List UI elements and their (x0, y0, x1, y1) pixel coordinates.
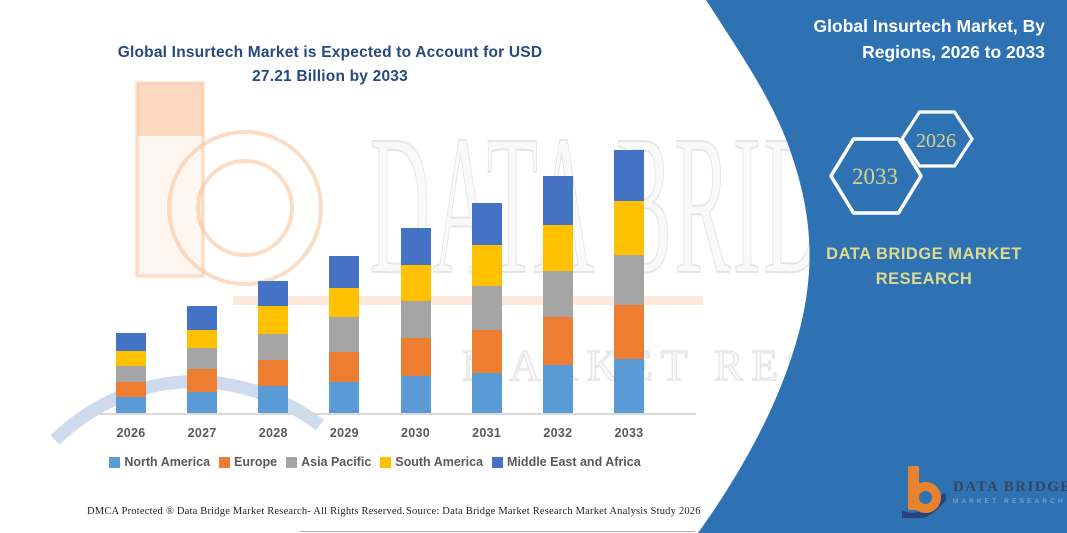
watermark-b-stem-top (137, 83, 203, 136)
bar-segment-2033-south-america (613, 201, 644, 255)
bar-segment-2033-europe (613, 305, 644, 359)
watermark-b-stem (135, 81, 205, 278)
logo-b-icon (902, 466, 946, 518)
bar-segment-2031-asia-pacific (471, 286, 502, 331)
brand-text: DATA BRIDGE MARKET RESEARCH (826, 245, 1022, 288)
legend-item-north-america: North America (109, 455, 210, 469)
bar-2028 (258, 280, 289, 413)
watermark-b-bowl-inner (196, 159, 294, 257)
bar-segment-2029-asia-pacific (329, 317, 360, 352)
legend-label: Asia Pacific (301, 455, 372, 469)
x-axis-line (86, 413, 696, 415)
hexagon-2026-label: 2026 (916, 130, 956, 152)
legend-item-south-america: South America (380, 455, 483, 469)
bar-segment-2029-middle-east-and-africa (329, 255, 360, 289)
bar-segment-2033-north-america (613, 358, 644, 413)
bar-2031 (471, 202, 502, 413)
bar-2033 (613, 149, 644, 413)
x-axis-label-2030: 2030 (401, 426, 431, 440)
bar-segment-2031-north-america (471, 373, 502, 413)
bar-segment-2032-asia-pacific (542, 270, 573, 318)
bar-segment-2030-europe (400, 338, 431, 376)
bar-segment-2028-north-america (258, 386, 289, 413)
bar-segment-2026-middle-east-and-africa (116, 333, 146, 351)
x-axis-label-2033: 2033 (614, 426, 644, 440)
legend-swatch (109, 456, 121, 468)
bar-2032 (542, 175, 573, 413)
bar-segment-2027-north-america (187, 392, 218, 413)
legend-label: North America (124, 455, 211, 469)
watermark-b-bowl-outer (167, 130, 323, 286)
legend-swatch (492, 456, 504, 468)
bar-segment-2029-south-america (329, 288, 360, 318)
bottom-border-line (300, 531, 695, 532)
legend-item-europe: Europe (219, 455, 277, 469)
legend-label: Middle East and Africa (507, 455, 641, 469)
bar-segment-2031-south-america (471, 244, 502, 287)
bar-segment-2029-europe (329, 352, 360, 382)
x-axis-label-2032: 2032 (543, 426, 573, 440)
chart-title: Global Insurtech Market is Expected to A… (117, 44, 543, 85)
bar-segment-2028-europe (258, 359, 289, 387)
bar-segment-2032-middle-east-and-africa (542, 175, 573, 225)
bar-segment-2031-middle-east-and-africa (471, 202, 502, 245)
bar-segment-2028-middle-east-and-africa (258, 280, 289, 307)
bar-segment-2026-south-america (116, 350, 146, 366)
x-axis-label-2028: 2028 (258, 426, 288, 440)
bar-2026 (116, 333, 146, 413)
logo-wordmark: DATA BRIDGE MARKET RESEARCH (953, 479, 1067, 505)
bar-segment-2031-europe (471, 330, 502, 373)
logo-subtitle: MARKET RESEARCH (953, 498, 1066, 505)
bar-segment-2027-asia-pacific (187, 348, 218, 369)
legend-swatch (286, 456, 298, 468)
bar-segment-2027-middle-east-and-africa (187, 305, 218, 330)
bar-segment-2028-asia-pacific (258, 333, 289, 360)
bar-segment-2030-middle-east-and-africa (400, 228, 431, 266)
bar-segment-2030-north-america (400, 375, 431, 413)
bar-2027 (187, 305, 218, 413)
legend-item-middle-east-and-africa: Middle East and Africa (492, 455, 641, 469)
bar-segment-2033-asia-pacific (613, 254, 644, 306)
x-axis-label-2026: 2026 (116, 426, 146, 440)
bar-2029 (329, 255, 360, 413)
bar-segment-2026-asia-pacific (116, 365, 146, 382)
bar-segment-2033-middle-east-and-africa (613, 149, 644, 202)
bar-segment-2032-europe (542, 317, 573, 365)
bar-segment-2027-south-america (187, 329, 218, 349)
legend-item-asia-pacific: Asia Pacific (286, 455, 371, 469)
logo-name: DATA BRIDGE (953, 479, 1067, 495)
bar-segment-2028-south-america (258, 306, 289, 334)
legend-label: South America (395, 455, 484, 469)
hexagon-badges: 2033 2026 (829, 110, 974, 215)
footer-source: Source: Data Bridge Market Research Mark… (406, 506, 701, 517)
legend-label: Europe (234, 455, 278, 469)
hexagon-2033-label: 2033 (852, 164, 898, 189)
bar-segment-2026-europe (116, 381, 146, 398)
bar-segment-2032-north-america (542, 364, 573, 413)
bar-segment-2030-south-america (400, 265, 431, 301)
bar-segment-2026-north-america (116, 397, 146, 413)
x-axis-label-2027: 2027 (187, 426, 217, 440)
bar-segment-2029-north-america (329, 382, 360, 413)
footer-copyright: DMCA Protected ® Data Bridge Market Rese… (87, 506, 406, 517)
bar-segment-2027-europe (187, 368, 218, 392)
chart-legend: North America Europe Asia Pacific South Ame… (55, 455, 695, 469)
panel-heading: Global Insurtech Market, By Regions, 202… (813, 16, 1045, 62)
legend-swatch (380, 456, 392, 468)
bar-segment-2032-south-america (542, 224, 573, 271)
legend-swatch (219, 456, 231, 468)
data-bridge-logo: DATA BRIDGE MARKET RESEARCH (902, 464, 1067, 520)
bar-2030 (400, 228, 431, 413)
x-axis-label-2029: 2029 (329, 426, 359, 440)
bar-segment-2030-asia-pacific (400, 300, 431, 339)
x-axis-label-2031: 2031 (472, 426, 502, 440)
